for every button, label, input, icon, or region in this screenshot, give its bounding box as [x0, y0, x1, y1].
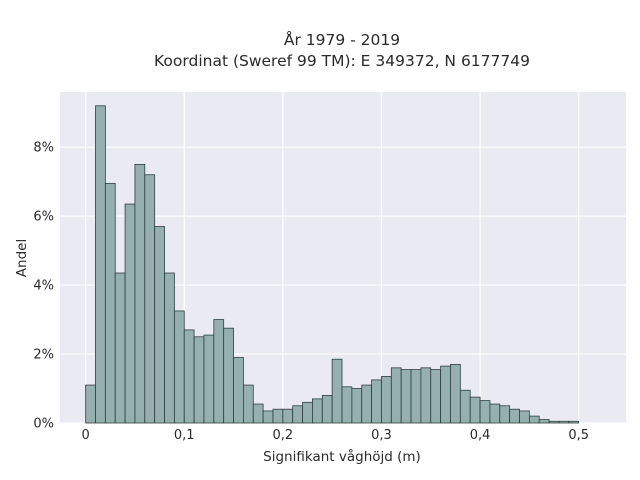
y-tick-label: 4% — [33, 279, 54, 294]
histogram-bar — [203, 334, 215, 424]
histogram-bar — [243, 384, 254, 424]
x-tick-label: 0,1 — [174, 428, 195, 443]
histogram-bar — [459, 389, 471, 424]
y-axis-ticks: 0% 2% 4% 6% 8% — [33, 141, 54, 432]
histogram-bar — [371, 379, 382, 424]
histogram-bar — [509, 408, 520, 424]
histogram-bar — [440, 365, 451, 424]
histogram-bar — [164, 272, 175, 424]
histogram-bar — [519, 410, 530, 424]
histogram-bar — [134, 164, 146, 424]
histogram-bar — [104, 182, 116, 424]
histogram-bar — [489, 403, 501, 424]
histogram-bar — [312, 398, 323, 424]
histogram-bar — [450, 363, 461, 424]
histogram-bar — [302, 401, 313, 424]
histogram-bar — [252, 403, 264, 424]
y-tick-label: 6% — [33, 210, 54, 225]
histogram-bar — [114, 272, 126, 424]
histogram-bar — [381, 376, 392, 424]
histogram-bar — [558, 420, 570, 424]
histogram-bar — [351, 388, 363, 424]
x-tick-label: 0,3 — [371, 428, 392, 443]
histogram-bar — [341, 386, 353, 424]
histogram-bar — [124, 203, 136, 424]
histogram-bar — [321, 395, 333, 424]
histogram-bar — [390, 367, 402, 424]
histogram-bar — [183, 329, 195, 424]
histogram-bar — [538, 419, 550, 424]
histogram-bar — [282, 408, 294, 424]
y-tick-label: 8% — [33, 141, 54, 156]
histogram-bar — [173, 310, 185, 424]
x-tick-label: 0,5 — [568, 428, 589, 443]
histogram-bar — [410, 369, 422, 424]
histogram-bar — [469, 396, 481, 424]
x-tick-label: 0,4 — [470, 428, 491, 443]
histogram-bar — [420, 367, 432, 424]
histogram-bar — [292, 405, 303, 424]
chart-title-line-2: Koordinat (Sweref 99 TM): E 349372, N 61… — [154, 52, 530, 70]
histogram-bar — [262, 410, 274, 424]
x-tick-label: 0,2 — [273, 428, 294, 443]
histogram-bar — [154, 226, 165, 424]
histogram-bar — [95, 105, 106, 424]
histogram-bar — [528, 415, 540, 424]
histogram-bar — [548, 420, 560, 424]
chart-title-line-1: År 1979 - 2019 — [284, 30, 400, 49]
y-axis-label: Andel — [14, 239, 30, 277]
histogram-bar — [193, 336, 205, 424]
histogram-bar — [331, 358, 343, 424]
histogram-bar — [479, 400, 491, 424]
y-tick-label: 0% — [33, 417, 54, 432]
histogram-bar — [213, 319, 225, 424]
histogram-bar — [430, 369, 442, 424]
histogram-bar — [85, 384, 96, 424]
histogram-bar — [361, 384, 372, 424]
y-tick-label: 2% — [33, 348, 54, 363]
histogram-bar — [568, 420, 580, 424]
histogram-bar — [233, 357, 244, 424]
x-tick-label: 0 — [81, 428, 89, 443]
x-axis-label: Signifikant våghöjd (m) — [263, 448, 421, 465]
histogram-bar — [400, 369, 412, 424]
histogram-bar — [499, 405, 511, 424]
x-axis-ticks: 0 0,1 0,2 0,3 0,4 0,5 — [81, 428, 589, 443]
histogram-bar — [272, 408, 284, 424]
histogram-bar — [223, 327, 234, 424]
histogram-bars — [85, 105, 580, 424]
histogram-bar — [144, 174, 156, 424]
